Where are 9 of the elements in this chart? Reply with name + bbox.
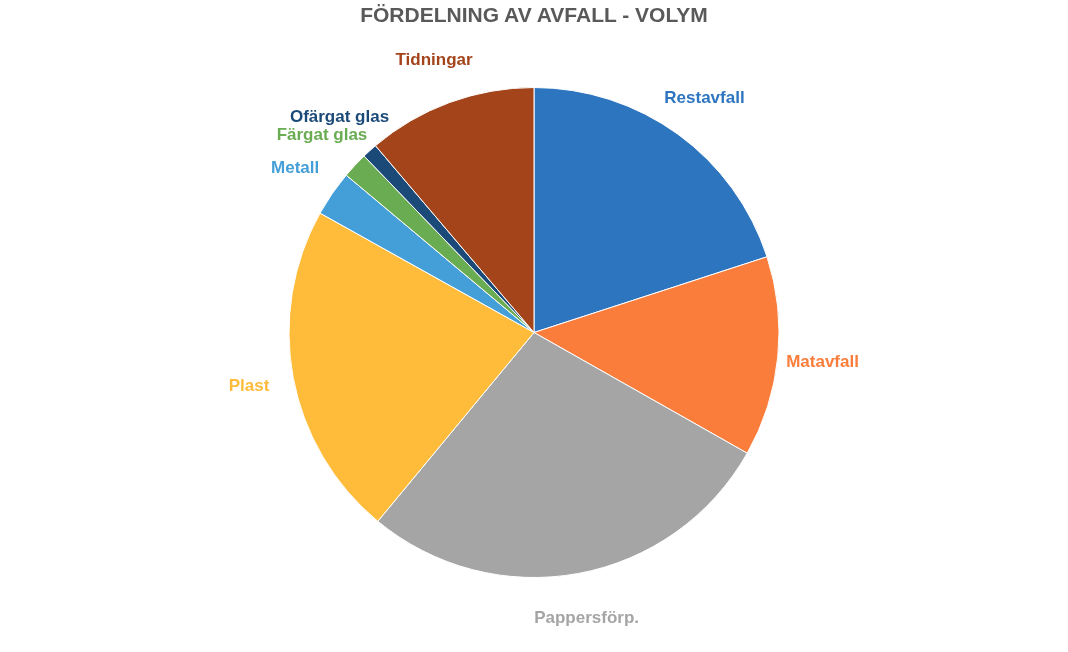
slice-label: Pappersförp. bbox=[534, 607, 639, 627]
slice-label: Plast bbox=[228, 375, 270, 395]
slice-label: Restavfall bbox=[664, 87, 745, 107]
slice-label: Ofärgat glas bbox=[289, 107, 390, 127]
slice-label: Tidningar bbox=[395, 50, 473, 70]
slice-label: Metall bbox=[271, 157, 320, 177]
slice-label: Matavfall bbox=[786, 351, 859, 371]
slice-label: Färgat glas bbox=[276, 124, 368, 144]
chart-title: FÖRDELNING AV AVFALL - VOLYM bbox=[360, 3, 708, 26]
